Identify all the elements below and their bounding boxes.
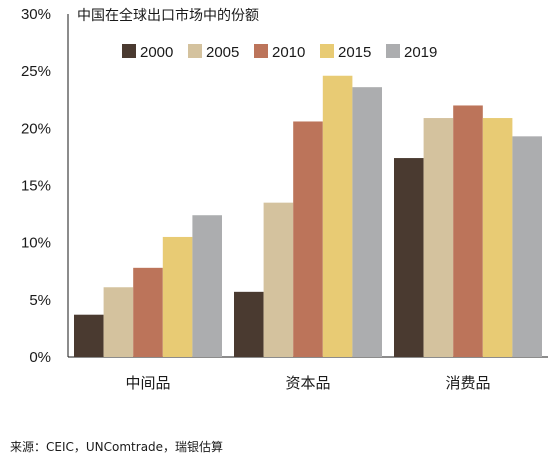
y-tick-label: 25% [21, 63, 51, 80]
chart-title: 中国在全球出口市场中的份额 [77, 7, 259, 24]
legend-swatch-2005 [188, 44, 202, 58]
bar-2005-1 [103, 287, 134, 357]
legend-label-2010: 2010 [272, 44, 305, 61]
legend: 2000 2005 2010 2015 2019 [122, 44, 437, 61]
legend-label-2000: 2000 [140, 44, 173, 61]
legend-label-2005: 2005 [206, 44, 239, 61]
x-category-label: 资本品 [285, 374, 330, 392]
y-tick-label: 5% [29, 292, 51, 309]
y-tick-label: 20% [21, 120, 51, 137]
bar-2000-3 [394, 158, 424, 357]
y-tick-label: 0% [29, 349, 51, 366]
bars [74, 75, 542, 358]
bar-2015-1 [162, 236, 193, 357]
bar-2000-2 [234, 291, 264, 357]
legend-swatch-2015 [320, 44, 334, 58]
legend-label-2015: 2015 [338, 44, 371, 61]
legend-swatch-2010 [254, 44, 268, 58]
bar-2005-2 [263, 202, 294, 357]
y-tick-label: 30% [21, 6, 51, 23]
x-category-label: 消费品 [445, 374, 490, 392]
y-tick-label: 15% [21, 178, 51, 195]
legend-swatch-2019 [386, 44, 400, 58]
legend-label-2019: 2019 [404, 44, 437, 61]
bar-2010-2 [293, 121, 323, 358]
category-labels: 中间品 资本品 消费品 [125, 374, 490, 392]
y-axis-ticks: 0% 5% 10% 15% 20% 25% 30% [21, 6, 51, 366]
bar-2015-3 [482, 118, 513, 357]
source-note: 来源：CEIC，UNComtrade，瑞银估算 [10, 440, 224, 454]
bar-2010-3 [453, 105, 483, 357]
bar-2000-1 [74, 314, 104, 357]
bar-2005-3 [423, 118, 454, 357]
bar-2015-2 [322, 75, 353, 358]
bar-2019-2 [352, 87, 382, 357]
y-tick-label: 10% [21, 235, 51, 252]
bar-2019-3 [512, 136, 542, 357]
bar-2010-1 [133, 267, 163, 357]
x-category-label: 中间品 [125, 374, 170, 392]
legend-swatch-2000 [122, 44, 136, 58]
bar-2019-1 [192, 215, 222, 357]
